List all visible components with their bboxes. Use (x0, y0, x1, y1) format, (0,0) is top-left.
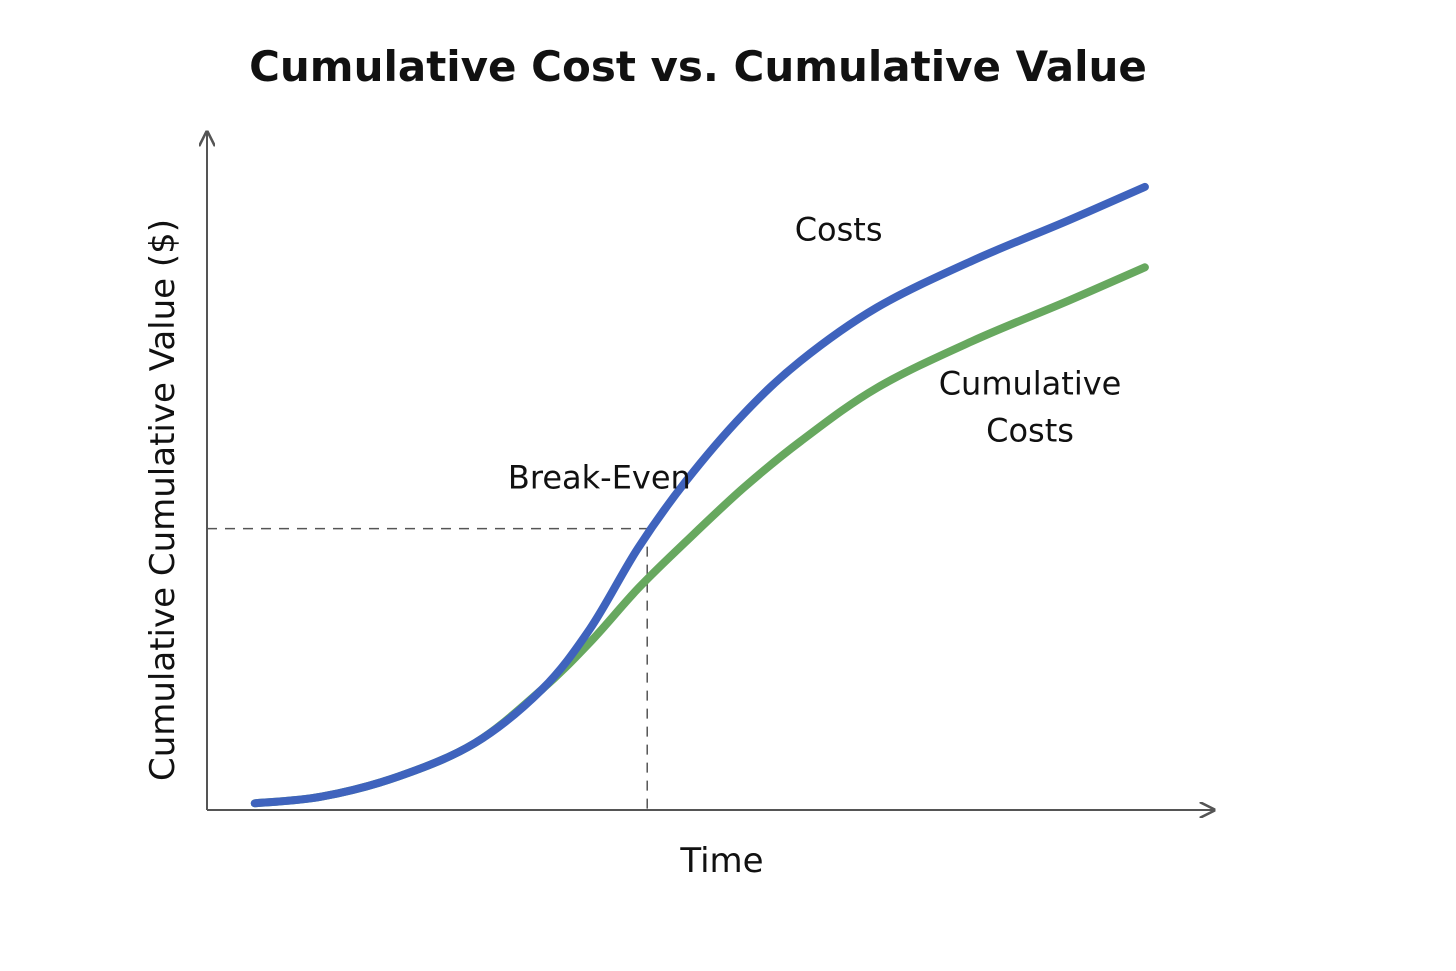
cumulative-costs-label: Costs (986, 412, 1074, 450)
break-even-label: Break-Even (508, 458, 691, 496)
chart-title: Cumulative Cost vs. Cumulative Value (249, 42, 1147, 91)
annotation-layer: Costs Cumulative Costs Break-Even (508, 211, 1121, 497)
costs-label: Costs (795, 211, 883, 249)
blue-line (250, 182, 1149, 808)
green-line (250, 263, 1149, 808)
x-axis-label: Time (679, 841, 763, 881)
series-layer (250, 182, 1149, 808)
cumulative-label: Cumulative (939, 365, 1122, 403)
y-axis-label: Cumulative Cumulative Value ($) (143, 219, 183, 781)
